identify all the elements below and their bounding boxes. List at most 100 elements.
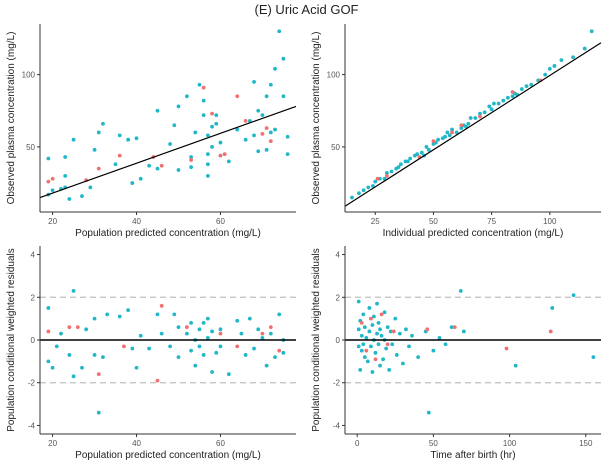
data-point-teal xyxy=(559,58,564,63)
data-point-teal xyxy=(92,147,97,152)
data-point-teal xyxy=(264,363,269,368)
data-point-teal xyxy=(591,355,596,359)
y-tick-label: 100 xyxy=(327,71,341,80)
data-point-teal xyxy=(239,331,244,336)
data-point-teal xyxy=(67,353,72,357)
data-point-teal xyxy=(385,325,390,330)
data-point-teal xyxy=(243,137,248,142)
fit-line xyxy=(39,105,297,199)
data-point-salmon xyxy=(46,179,51,184)
figure-title: (E) Uric Acid GOF xyxy=(254,2,359,17)
data-point-teal xyxy=(571,55,575,60)
data-point-teal xyxy=(426,147,431,152)
data-point-teal xyxy=(218,140,223,145)
data-point-teal xyxy=(375,331,379,336)
data-point-teal xyxy=(582,46,587,51)
data-point-teal xyxy=(416,355,421,359)
data-point-teal xyxy=(366,185,371,190)
data-point-teal xyxy=(464,124,468,129)
data-point-teal xyxy=(407,344,411,349)
data-point-teal xyxy=(197,82,202,87)
data-point-teal xyxy=(361,312,366,317)
data-point-salmon xyxy=(96,372,101,377)
data-point-teal xyxy=(96,410,101,415)
data-point-teal xyxy=(80,194,84,198)
y-axis-title: Observed plasma concentration (mg/L) xyxy=(311,32,322,205)
data-point-teal xyxy=(459,126,464,131)
data-point-salmon xyxy=(260,331,265,336)
data-point-teal xyxy=(205,173,210,178)
y-tick-label: -2 xyxy=(28,379,36,388)
data-point-teal xyxy=(405,159,410,164)
data-point-teal xyxy=(367,306,372,310)
data-point-salmon xyxy=(268,139,273,144)
data-point-teal xyxy=(235,318,240,323)
data-point-teal xyxy=(378,327,382,332)
data-point-teal xyxy=(372,314,376,319)
data-point-teal xyxy=(379,333,384,338)
data-point-teal xyxy=(214,113,219,118)
data-point-salmon xyxy=(450,130,454,135)
data-point-salmon xyxy=(373,357,378,362)
data-point-salmon xyxy=(218,331,223,336)
data-point-teal xyxy=(447,133,452,138)
data-point-teal xyxy=(359,333,364,338)
data-point-teal xyxy=(193,130,198,135)
data-point-teal xyxy=(50,188,55,193)
x-tick-label: 100 xyxy=(543,217,557,226)
data-point-teal xyxy=(401,361,405,366)
data-point-teal xyxy=(273,127,277,132)
data-point-teal xyxy=(466,121,471,126)
data-point-teal xyxy=(489,107,494,112)
data-point-teal xyxy=(71,374,76,379)
data-point-teal xyxy=(80,365,84,370)
y-axis-title: Population conditional weighted residual… xyxy=(6,248,17,431)
data-point-teal xyxy=(419,150,424,155)
data-point-teal xyxy=(519,87,524,91)
y-tick-label: -2 xyxy=(333,379,341,388)
data-point-salmon xyxy=(375,176,380,181)
data-point-salmon xyxy=(159,303,164,308)
data-point-teal xyxy=(370,323,375,327)
data-point-teal xyxy=(247,316,252,321)
data-point-salmon xyxy=(452,325,457,330)
y-tick-label: 0 xyxy=(336,336,341,345)
x-tick-label: 100 xyxy=(503,439,517,448)
data-point-teal xyxy=(376,342,381,347)
data-point-salmon xyxy=(189,158,193,162)
data-point-teal xyxy=(184,331,189,336)
data-point-teal xyxy=(205,152,210,157)
data-point-salmon xyxy=(67,325,72,330)
data-point-teal xyxy=(184,94,189,99)
data-point-teal xyxy=(473,116,478,120)
data-point-teal xyxy=(426,410,431,415)
data-point-salmon xyxy=(159,163,164,168)
data-point-teal xyxy=(63,173,68,178)
data-point-teal xyxy=(361,188,366,193)
x-tick-label: 75 xyxy=(487,217,496,226)
data-point-teal xyxy=(205,335,210,340)
data-point-teal xyxy=(373,179,378,184)
data-point-teal xyxy=(88,185,93,190)
x-axis-title: Individual predicted concentration (mg/L… xyxy=(383,228,564,239)
data-point-teal xyxy=(147,163,152,168)
y-tick-label: -4 xyxy=(28,421,36,430)
data-point-teal xyxy=(359,348,364,353)
data-point-teal xyxy=(168,344,172,349)
data-point-teal xyxy=(46,359,51,364)
data-point-teal xyxy=(201,353,206,357)
data-point-teal xyxy=(176,355,181,359)
data-point-teal xyxy=(92,316,97,321)
data-point-teal xyxy=(410,333,414,338)
data-point-teal xyxy=(117,314,122,319)
data-point-teal xyxy=(273,66,277,71)
data-point-teal xyxy=(450,127,454,132)
data-point-teal xyxy=(256,327,261,332)
x-tick-label: 0 xyxy=(355,439,360,448)
data-point-teal xyxy=(205,316,210,321)
data-point-teal xyxy=(205,133,210,138)
data-point-salmon xyxy=(46,329,51,334)
data-point-teal xyxy=(197,327,202,332)
data-point-teal xyxy=(281,350,286,355)
